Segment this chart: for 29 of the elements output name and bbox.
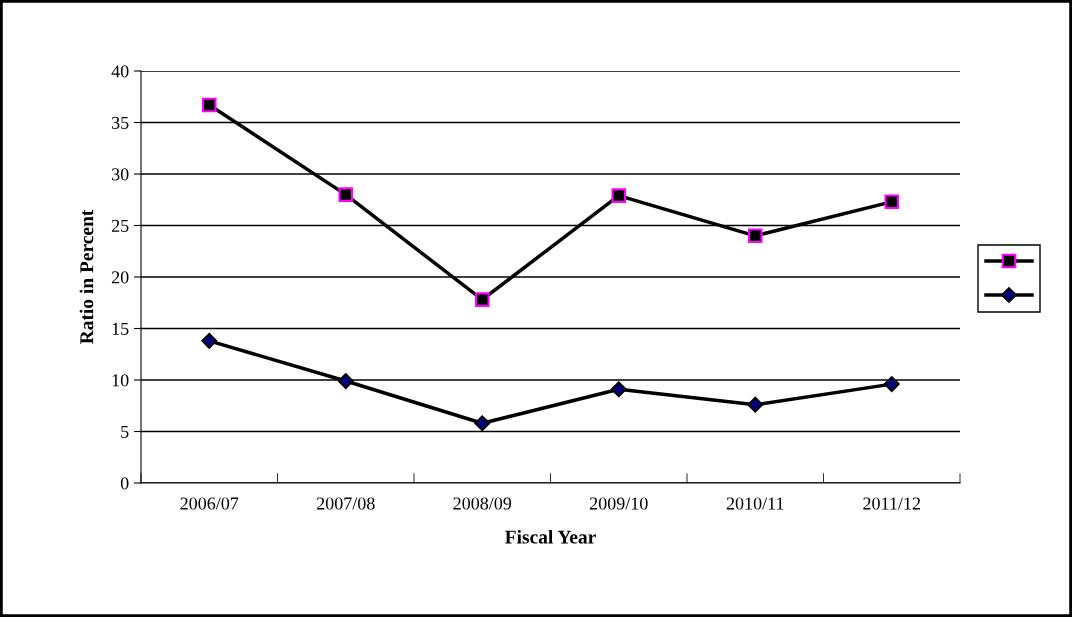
point	[337, 373, 354, 389]
point	[884, 194, 900, 210]
y-axis-title: Ratio in Percent	[79, 209, 94, 344]
x-tick-label: 2006/07	[180, 497, 239, 510]
y-tick-label: 0	[120, 477, 129, 490]
point	[747, 228, 763, 244]
x-tick-label: 2009/10	[589, 497, 648, 510]
y-tick-label: 5	[121, 425, 129, 438]
point	[201, 97, 217, 113]
point	[747, 396, 764, 413]
x-axis-title: Fiscal Year	[505, 529, 596, 544]
point	[338, 187, 354, 202]
x-tick-label: 2008/09	[453, 497, 512, 510]
point	[883, 376, 900, 393]
point	[611, 188, 627, 203]
y-tick-label: 20	[111, 271, 129, 284]
y-tick-label: 40	[111, 65, 129, 78]
point	[474, 415, 491, 432]
point	[474, 292, 490, 307]
y-tick-label: 15	[112, 322, 129, 335]
y-tick-label: 35	[112, 116, 129, 129]
y-tick-label: 10	[112, 374, 129, 387]
y-tick-label: 30	[112, 168, 129, 181]
point	[610, 381, 627, 398]
x-tick-label: 2011/12	[863, 497, 921, 510]
x-tick-label: 2007/08	[316, 497, 375, 510]
point	[201, 332, 218, 349]
x-tick-label: 2010/11	[726, 497, 784, 510]
y-tick-label: 25	[111, 219, 129, 232]
